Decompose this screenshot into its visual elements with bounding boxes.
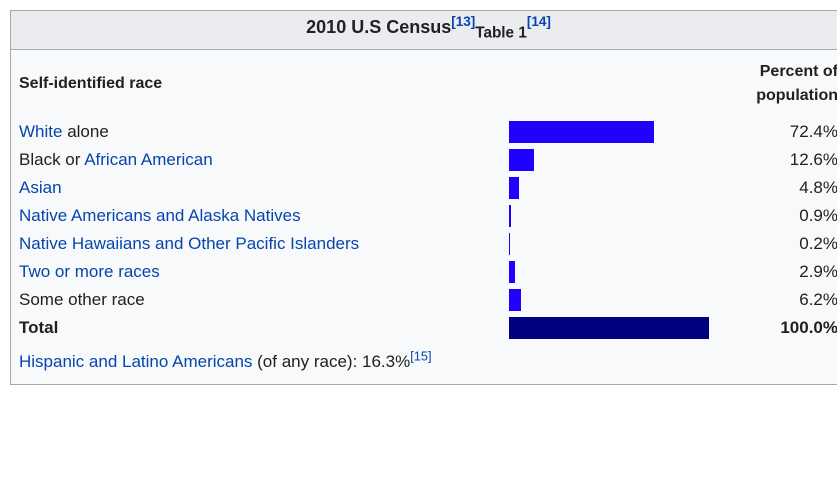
footnote-link[interactable]: Hispanic and Latino Americans <box>19 352 252 371</box>
footnote-tail: (of any race): 16.3% <box>252 352 410 371</box>
percent-value: 72.4% <box>709 118 837 146</box>
row-link[interactable]: Native Americans and Alaska Natives <box>19 206 301 225</box>
header-bar <box>509 49 709 118</box>
bar-cell <box>509 146 709 174</box>
footnote-row: Hispanic and Latino Americans (of any ra… <box>11 342 837 385</box>
bar-cell <box>509 118 709 146</box>
row-text: Total <box>19 318 58 337</box>
header-percent-line2: population <box>756 87 837 104</box>
table-caption: 2010 U.S Census[13]Table 1[14] <box>11 11 837 50</box>
header-label: Self-identified race <box>11 49 510 118</box>
percent-value: 100.0% <box>709 314 837 342</box>
footnote-ref[interactable]: [15] <box>410 348 431 363</box>
table-row: Two or more races 2.9% <box>11 258 837 286</box>
header-percent: Percent of population <box>709 49 837 118</box>
row-text: Some other race <box>19 290 145 309</box>
bar-cell <box>509 286 709 314</box>
table-row: Native Americans and Alaska Natives 0.9% <box>11 202 837 230</box>
percent-value: 0.9% <box>709 202 837 230</box>
header-percent-line1: Percent of <box>760 63 837 80</box>
row-label: White alone <box>11 118 510 146</box>
row-label: Native Americans and Alaska Natives <box>11 202 510 230</box>
table-row: Black or African American 12.6% <box>11 146 837 174</box>
row-label: Black or African American <box>11 146 510 174</box>
bar <box>509 149 534 171</box>
caption-ref-1[interactable]: [13] <box>451 14 475 29</box>
caption-subtitle: Table 1 <box>475 25 527 42</box>
bar <box>509 233 510 255</box>
bar <box>509 317 709 339</box>
bar <box>509 205 511 227</box>
bar <box>509 261 515 283</box>
table-row: Asian 4.8% <box>11 174 837 202</box>
row-link[interactable]: Native Hawaiians and Other Pacific Islan… <box>19 234 359 253</box>
row-link[interactable]: Asian <box>19 178 62 197</box>
row-label: Asian <box>11 174 510 202</box>
bar <box>509 289 521 311</box>
percent-value: 2.9% <box>709 258 837 286</box>
percent-value: 4.8% <box>709 174 837 202</box>
census-table: 2010 U.S Census[13]Table 1[14] Self-iden… <box>10 10 837 385</box>
bar-cell <box>509 202 709 230</box>
bar <box>509 121 654 143</box>
caption-title: 2010 U.S Census <box>306 17 451 37</box>
table-row: Some other race 6.2% <box>11 286 837 314</box>
row-label: Some other race <box>11 286 510 314</box>
footnote-cell: Hispanic and Latino Americans (of any ra… <box>11 342 837 385</box>
row-label: Two or more races <box>11 258 510 286</box>
bar-cell <box>509 174 709 202</box>
caption-ref-2[interactable]: [14] <box>527 14 551 29</box>
row-text: Black or <box>19 150 84 169</box>
bar-cell <box>509 314 709 342</box>
row-link[interactable]: White <box>19 122 62 141</box>
row-link[interactable]: Two or more races <box>19 262 160 281</box>
bar-cell <box>509 258 709 286</box>
row-label: Total <box>11 314 510 342</box>
bar-cell <box>509 230 709 258</box>
percent-value: 12.6% <box>709 146 837 174</box>
bar <box>509 177 519 199</box>
table-row: White alone 72.4% <box>11 118 837 146</box>
percent-value: 0.2% <box>709 230 837 258</box>
table-row: Native Hawaiians and Other Pacific Islan… <box>11 230 837 258</box>
row-link[interactable]: African American <box>84 150 213 169</box>
percent-value: 6.2% <box>709 286 837 314</box>
row-label: Native Hawaiians and Other Pacific Islan… <box>11 230 510 258</box>
row-text: alone <box>62 122 108 141</box>
table-row: Total 100.0% <box>11 314 837 342</box>
